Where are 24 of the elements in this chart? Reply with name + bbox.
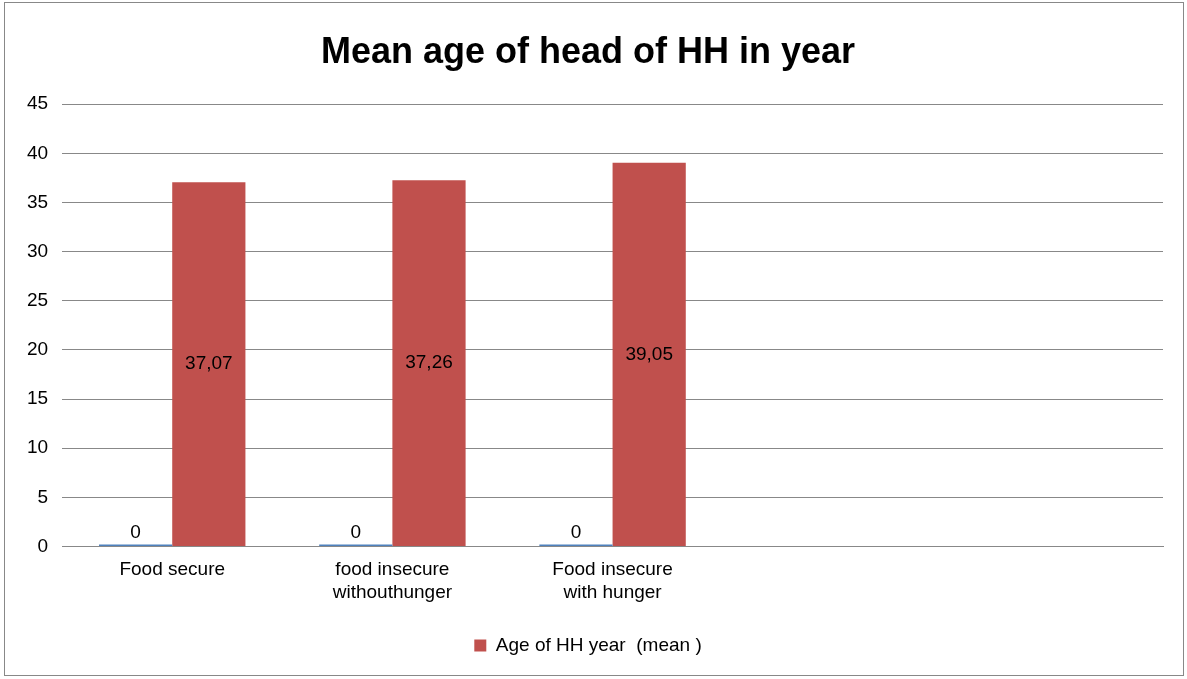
data-label: 39,05 xyxy=(625,342,673,364)
y-tick-label: 0 xyxy=(37,534,49,556)
y-tick-label: 40 xyxy=(26,141,49,163)
bar xyxy=(172,182,246,546)
x-tick-label: Food secure xyxy=(119,558,226,580)
data-label: 0 xyxy=(130,520,141,542)
y-tick-label: 5 xyxy=(37,485,49,507)
x-tick-label: food insecure withouthunger xyxy=(331,558,453,602)
x-tick-label: Food insecure with hunger xyxy=(552,558,673,602)
bar xyxy=(612,162,686,546)
y-tick-label: 35 xyxy=(26,190,49,212)
y-tick-label: 25 xyxy=(26,288,49,310)
y-tick-label: 45 xyxy=(26,92,49,114)
y-tick-label: 30 xyxy=(26,239,49,261)
bar xyxy=(392,180,466,546)
y-tick-label: 10 xyxy=(26,436,49,458)
legend-label: Age of HH year (mean ) xyxy=(495,633,702,655)
data-label: 0 xyxy=(570,520,582,542)
y-tick-label: 20 xyxy=(26,338,49,360)
data-label: 0 xyxy=(350,520,362,542)
y-tick-label: 15 xyxy=(26,387,49,409)
data-label: 37,07 xyxy=(185,352,233,374)
chart-title: Mean age of head of HH in year xyxy=(320,29,856,71)
data-label: 37,26 xyxy=(405,351,453,373)
